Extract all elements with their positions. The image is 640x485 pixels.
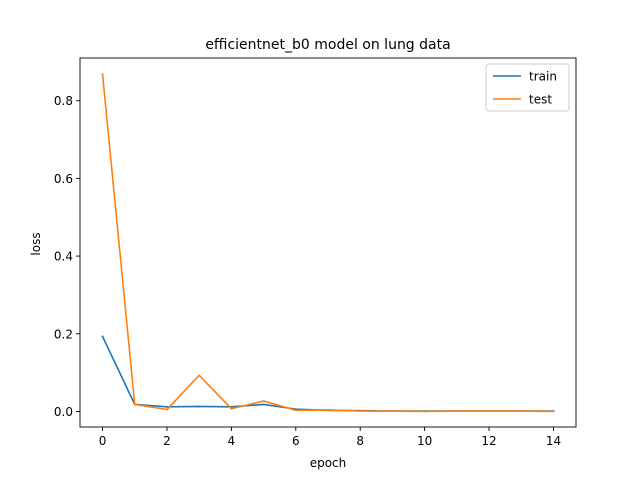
y-tick-label: 0.2 — [54, 327, 73, 341]
data-point-test-1 — [133, 403, 136, 406]
legend: train test — [485, 63, 570, 112]
data-point-test-5 — [262, 400, 265, 402]
x-tick-label: 10 — [417, 434, 432, 448]
data-point-test-9 — [391, 410, 394, 412]
plot-frame — [79, 57, 577, 428]
y-tick-label: 0.0 — [54, 405, 73, 419]
data-point-test-14 — [552, 410, 555, 413]
y-tick-label: 0.4 — [54, 250, 73, 264]
series-layer — [101, 73, 555, 413]
x-tick-label: 0 — [99, 434, 107, 448]
legend-label-train: train — [529, 70, 557, 84]
data-point-test-10 — [423, 410, 426, 413]
chart-title: efficientnet_b0 model on lung data — [205, 37, 450, 53]
data-point-test-8 — [359, 410, 362, 412]
data-point-test-11 — [455, 410, 458, 412]
data-point-train-5 — [262, 403, 265, 406]
x-axis-label: epoch — [310, 456, 347, 470]
data-point-train-0 — [101, 335, 104, 338]
x-tick-label: 6 — [292, 434, 300, 448]
data-point-test-3 — [198, 374, 201, 377]
x-tick-label: 12 — [481, 434, 496, 448]
x-tick-label: 8 — [356, 434, 364, 448]
y-axis-label: loss — [29, 232, 43, 255]
data-point-test-0 — [101, 73, 104, 76]
data-point-test-12 — [488, 410, 490, 412]
data-point-test-4 — [230, 407, 233, 410]
axes-layer: 0 2 4 6 8 10 12 14 0.0 0.2 0.4 0.6 0.8 — [54, 57, 577, 448]
x-tick-label: 4 — [228, 434, 236, 448]
y-tick-label: 0.6 — [54, 172, 73, 186]
data-point-test-7 — [327, 409, 329, 411]
x-tick-label: 2 — [163, 434, 171, 448]
data-point-test-6 — [294, 409, 297, 412]
y-tick-label: 0.8 — [54, 94, 73, 108]
data-point-test-2 — [166, 408, 168, 411]
data-point-train-2 — [166, 405, 168, 408]
legend-label-test: test — [529, 93, 552, 107]
data-point-train-3 — [198, 405, 201, 408]
data-point-test-13 — [520, 410, 523, 412]
x-tick-label: 14 — [546, 434, 561, 448]
